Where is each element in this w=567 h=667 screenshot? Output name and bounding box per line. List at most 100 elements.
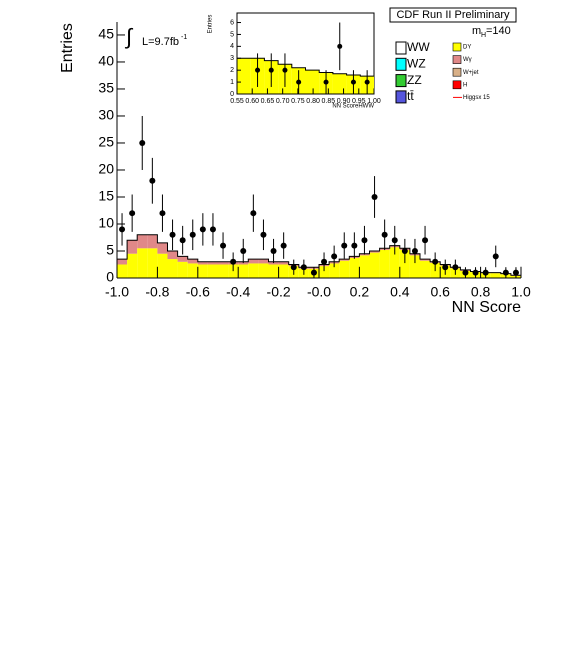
hist-bar — [369, 250, 380, 253]
data-point — [268, 67, 274, 73]
hist-bar — [248, 263, 259, 278]
data-point — [179, 237, 186, 244]
lumi-label: L=9.7fb — [142, 36, 179, 48]
x-tick-label: -0.2 — [267, 283, 291, 299]
x-tick-label: 0.8 — [471, 283, 491, 299]
lumi-exponent: -1 — [181, 34, 187, 41]
data-point — [337, 43, 343, 49]
data-point — [169, 231, 176, 238]
data-point — [341, 242, 348, 249]
y-tick-label: 5 — [106, 242, 114, 258]
data-point — [381, 231, 388, 238]
y-tick-label: 10 — [98, 215, 114, 231]
legend-swatch — [395, 41, 407, 55]
data-point — [280, 242, 287, 249]
y-tick-label: 35 — [98, 80, 114, 96]
mass-value: =140 — [486, 25, 511, 37]
data-point — [209, 226, 216, 233]
hist-bar — [329, 263, 340, 278]
y-tick-label: 45 — [98, 26, 114, 42]
y-tick-label: 15 — [98, 188, 114, 204]
legend-label: W+jet — [463, 70, 479, 76]
mass-label: m — [472, 25, 481, 37]
data-point — [452, 264, 459, 271]
legend-label: WW — [407, 40, 430, 54]
hist-bar — [339, 259, 350, 261]
hist-bar — [147, 234, 158, 249]
hist-bar — [197, 264, 208, 278]
banner: CDF Run II Preliminary — [396, 9, 510, 21]
data-point — [310, 269, 317, 276]
hist-bar — [117, 264, 128, 278]
hist-bar — [349, 258, 360, 278]
y-tick-label: 4 — [230, 43, 234, 50]
hist-bar — [268, 261, 279, 265]
hist-bar — [127, 253, 138, 278]
hist-outline — [237, 57, 374, 77]
hist-bar — [218, 261, 229, 265]
hist-bar — [420, 260, 431, 278]
x-tick-label: -0.6 — [186, 283, 210, 299]
x-tick-label: 0.4 — [390, 283, 410, 299]
data-point — [361, 237, 368, 244]
data-point — [364, 79, 370, 85]
legend-swatch — [395, 90, 407, 104]
hist-bar — [238, 264, 249, 278]
data-point — [350, 79, 356, 85]
data-point — [401, 247, 408, 254]
hist-bar — [268, 264, 279, 278]
hist-bar — [207, 264, 218, 278]
x-tick-label: 0.95 — [352, 98, 366, 105]
hist-bar — [258, 263, 269, 278]
x-tick-label: 0.75 — [291, 98, 305, 105]
hist-bar — [237, 58, 251, 94]
y-tick-label: 30 — [98, 107, 114, 123]
hist-bar — [332, 73, 347, 94]
x-tick-label: 0.85 — [322, 98, 336, 105]
y-tick-label: 1 — [230, 79, 234, 86]
y-tick-label: 5 — [230, 31, 234, 38]
data-point — [300, 264, 307, 271]
hist-bar — [258, 259, 269, 264]
hist-bar — [420, 259, 431, 261]
data-point — [230, 258, 237, 265]
data-point — [159, 210, 166, 217]
y-tick-label: 0 — [230, 91, 234, 98]
legend-label: tt̄ — [407, 89, 414, 103]
hist-bar — [157, 253, 168, 278]
hist-bar — [399, 249, 410, 278]
x-tick-label: 0.90 — [337, 98, 351, 105]
legend-label: DY — [463, 45, 471, 51]
hist-bar — [137, 234, 148, 249]
data-point — [502, 269, 509, 276]
hist-bar — [389, 247, 400, 278]
data-point — [189, 231, 196, 238]
legend-swatch — [395, 57, 407, 71]
legend-box — [392, 24, 520, 104]
legend-label: WZ — [407, 56, 426, 70]
y-tick-label: 3 — [230, 55, 234, 62]
data-point — [442, 264, 449, 271]
legend-label: Wγ — [463, 57, 472, 63]
data-point — [351, 242, 358, 249]
legend-swatch — [452, 80, 462, 90]
x-tick-label: 0.65 — [261, 98, 275, 105]
data-point — [462, 269, 469, 276]
data-point — [472, 269, 479, 276]
x-tick-label: 1.0 — [511, 283, 531, 299]
legend-swatch — [395, 74, 407, 88]
data-point — [290, 264, 297, 271]
data-point — [255, 67, 261, 73]
hist-bar — [137, 248, 148, 278]
hist-bar — [228, 264, 239, 278]
hist-bar — [319, 266, 330, 278]
lumi-integral: ∫ — [124, 24, 134, 49]
data-point — [199, 226, 206, 233]
data-point — [371, 193, 378, 200]
hist-bar — [147, 248, 158, 278]
hist-bar — [339, 260, 350, 278]
data-point — [240, 247, 247, 254]
data-point — [270, 247, 277, 254]
